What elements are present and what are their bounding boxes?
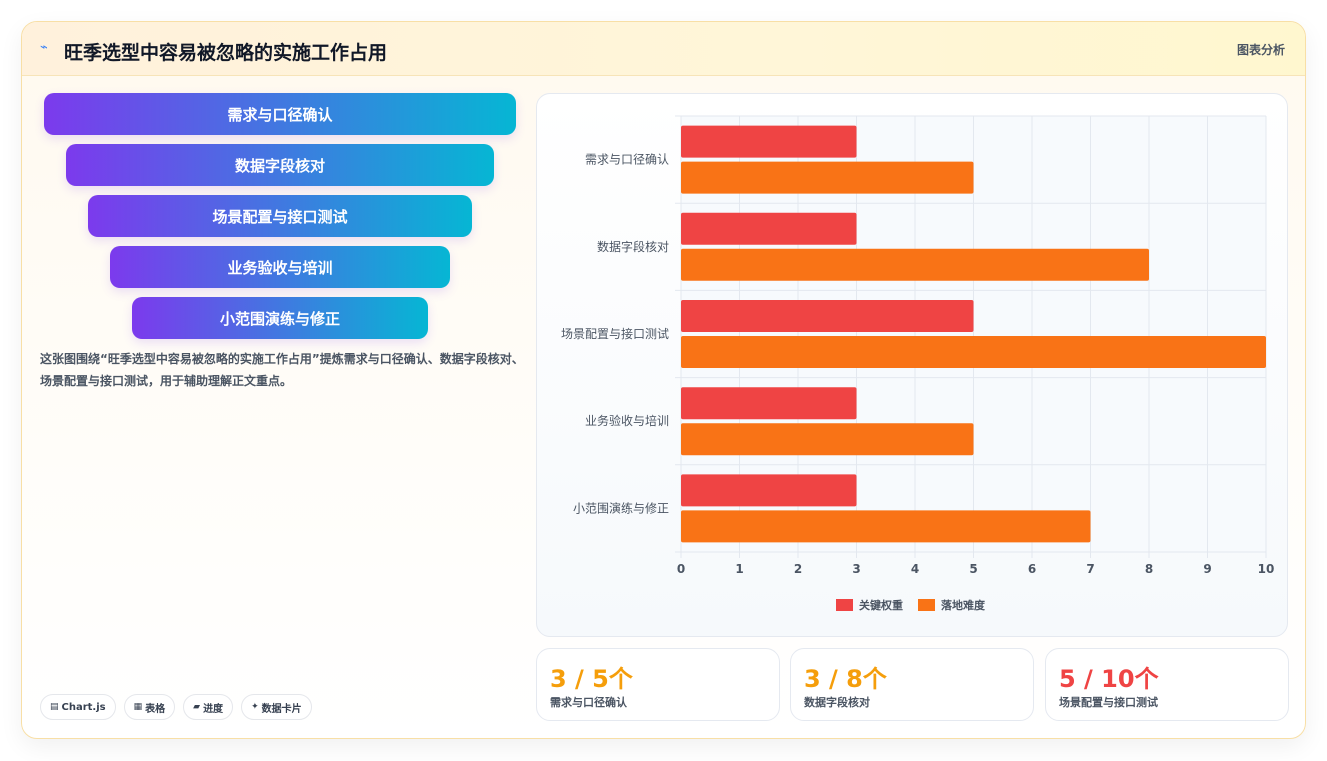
x-tick-label: 0	[677, 562, 685, 576]
tag-pills: ▤ Chart.js ▦ 表格 ▰ 进度 ✦ 数据卡片	[40, 694, 312, 720]
x-tick-label: 1	[735, 562, 743, 576]
pill-progress[interactable]: ▰ 进度	[183, 694, 234, 720]
sparkle-icon: ✦	[251, 702, 259, 712]
bar-difficulty	[681, 423, 974, 456]
stat-label: 需求与口径确认	[550, 696, 627, 709]
pill-label: Chart.js	[61, 701, 106, 713]
legend-label: 关键权重	[859, 598, 903, 612]
stat-label: 数据字段核对	[804, 696, 870, 709]
main-card: ⌁ 旺季选型中容易被忽略的实施工作占用 图表分析 需求与口径确认 数据字段核对 …	[21, 21, 1306, 739]
legend-swatch	[918, 599, 935, 611]
x-tick-label: 2	[794, 562, 802, 576]
pill-chartjs[interactable]: ▤ Chart.js	[40, 694, 116, 720]
funnel-step-5: 小范围演练与修正	[132, 297, 428, 339]
funnel-step-1: 需求与口径确认	[44, 93, 516, 135]
pill-label: 进度	[203, 703, 224, 715]
category-label: 场景配置与接口测试	[561, 326, 669, 341]
chart-description: 这张图围绕“旺季选型中容易被忽略的实施工作占用”提炼需求与口径确认、数据字段核对…	[40, 352, 524, 388]
stat-card-2: 3 / 8个 数据字段核对	[790, 648, 1034, 721]
x-tick-label: 9	[1203, 562, 1211, 576]
chart-icon: ▤	[50, 702, 59, 712]
pill-label: 数据卡片	[261, 703, 302, 715]
pill-label: 表格	[145, 703, 166, 715]
x-tick-label: 8	[1145, 562, 1153, 576]
x-tick-label: 3	[852, 562, 860, 576]
legend-label: 落地难度	[941, 598, 986, 612]
x-tick-label: 7	[1086, 562, 1094, 576]
x-tick-label: 10	[1258, 562, 1275, 576]
table-icon: ▦	[133, 702, 143, 712]
category-label: 业务验收与培训	[585, 413, 669, 428]
category-label: 小范围演练与修正	[573, 500, 669, 515]
x-tick-label: 6	[1028, 562, 1036, 576]
bar-weight	[681, 212, 857, 245]
x-tick-label: 5	[969, 562, 977, 576]
bar-weight	[681, 300, 974, 332]
chart-panel: 需求与口径确认数据字段核对场景配置与接口测试业务验收与培训小范围演练与修正 0 1 2…	[536, 93, 1288, 637]
stat-card-3: 5 / 10个 场景配置与接口测试	[1045, 648, 1289, 721]
pill-table[interactable]: ▦ 表格	[123, 694, 176, 720]
bar-difficulty	[681, 248, 1149, 281]
bar-weight	[681, 125, 857, 158]
stat-value: 3 / 8个	[804, 665, 887, 693]
lightning-icon: ⌁	[40, 40, 48, 55]
stat-card-1: 3 / 5个 需求与口径确认	[536, 648, 780, 721]
header-bar: ⌁ 旺季选型中容易被忽略的实施工作占用 图表分析	[22, 22, 1305, 76]
stat-label: 场景配置与接口测试	[1059, 696, 1158, 709]
bar-difficulty	[681, 336, 1266, 368]
bar-weight	[681, 474, 857, 507]
page-title: 旺季选型中容易被忽略的实施工作占用	[64, 42, 388, 64]
funnel-step-4: 业务验收与培训	[110, 246, 450, 288]
stat-value: 5 / 10个	[1059, 665, 1159, 693]
category-label: 数据字段核对	[597, 239, 669, 254]
pill-data-card[interactable]: ✦ 数据卡片	[241, 694, 312, 720]
x-tick-label: 4	[911, 562, 919, 576]
bar-difficulty	[681, 161, 974, 194]
bar-weight	[681, 387, 857, 420]
chart-analysis-tag: 图表分析	[1236, 43, 1285, 57]
funnel-step-2: 数据字段核对	[66, 144, 494, 186]
folder-icon: ▰	[193, 702, 201, 712]
category-label: 需求与口径确认	[585, 153, 669, 167]
funnel-step-3: 场景配置与接口测试	[88, 195, 472, 237]
stat-value: 3 / 5个	[550, 665, 633, 693]
legend-swatch	[836, 599, 853, 611]
bar-difficulty	[681, 510, 1091, 543]
